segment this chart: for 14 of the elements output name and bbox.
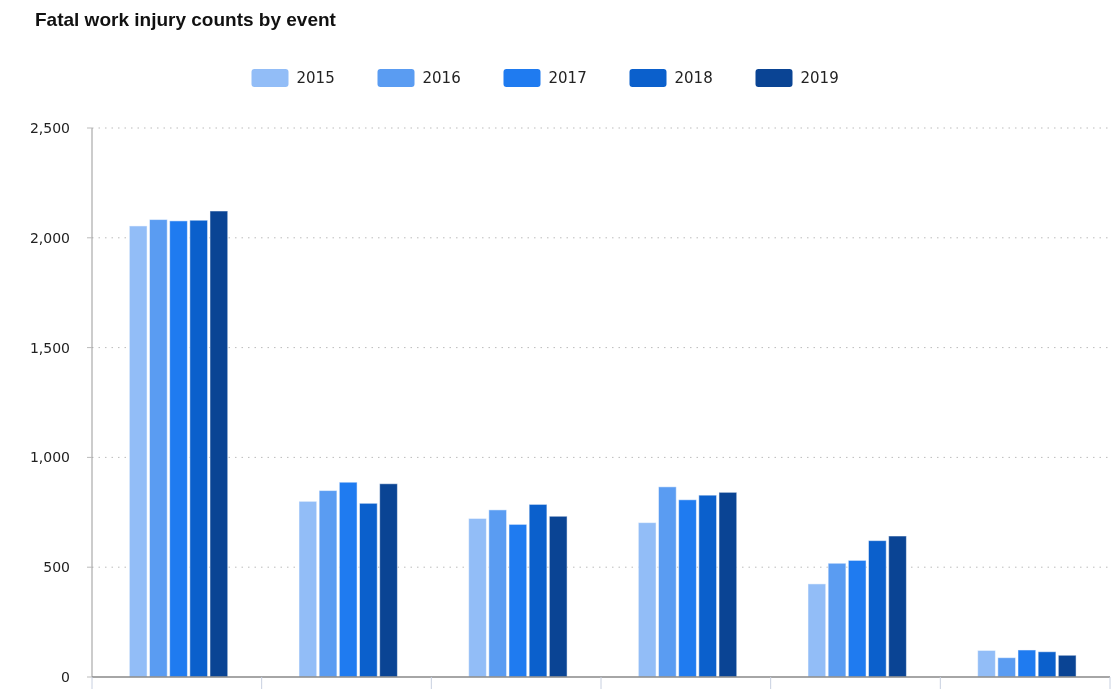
legend-label: 2018	[674, 69, 713, 88]
bar	[298, 500, 318, 678]
legend-label: 2016	[422, 69, 461, 88]
bar	[807, 583, 827, 678]
y-tick-label: 2,000	[29, 229, 70, 246]
y-tick-label: 500	[43, 559, 70, 576]
legend-label: 2017	[548, 69, 587, 88]
y-tick-label: 0	[61, 668, 70, 685]
y-tick-label: 1,500	[29, 339, 70, 356]
legend-label: 2019	[800, 69, 839, 88]
chart-title: Fatal work injury counts by event	[35, 9, 337, 30]
y-tick-label: 2,500	[29, 119, 70, 136]
legend-label: 2015	[296, 69, 335, 88]
y-tick-label: 1,000	[29, 449, 70, 466]
